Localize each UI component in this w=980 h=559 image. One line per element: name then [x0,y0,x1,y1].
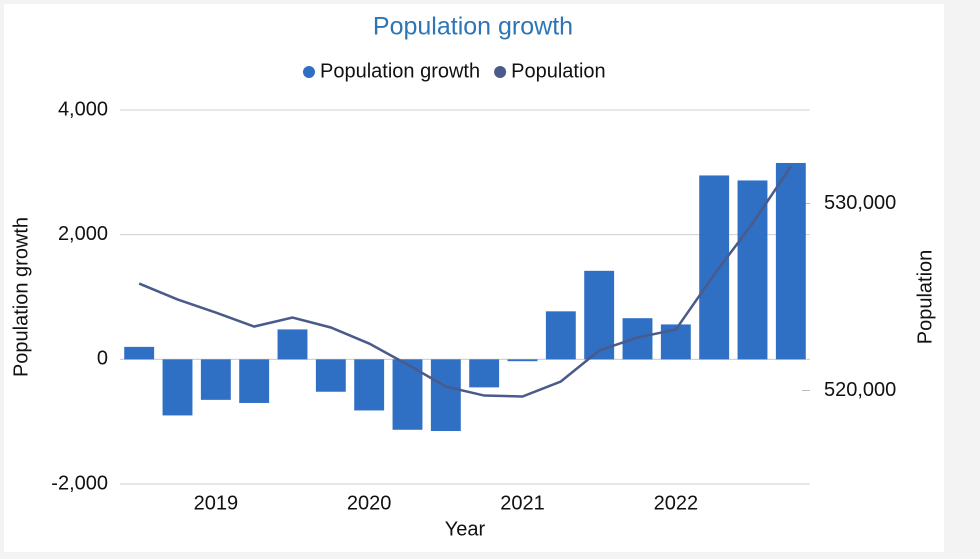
bar [239,359,270,403]
legend-marker [303,66,315,78]
x-tick-label: 2022 [654,492,699,514]
y-axis-title: Population growth [10,217,32,377]
bar [354,359,385,411]
x-tick-label: 2021 [500,492,545,514]
bar [430,359,461,432]
bar [162,359,193,416]
bar [469,359,500,388]
bar [584,270,615,360]
bar [124,346,155,360]
y2-axis-title: Population [914,250,936,345]
x-tick-label: 2020 [347,492,392,514]
y-tick-label: 4,000 [58,98,108,120]
bar [545,311,576,360]
y2-tick-label: 530,000 [824,192,896,214]
legend-marker [494,66,507,78]
bar [699,175,730,360]
bar [200,359,231,400]
bar [277,329,308,360]
legend-label: Population growth [320,60,480,82]
bar [507,359,538,362]
x-axis-title: Year [445,518,486,540]
y-tick-label: -2,000 [51,472,108,494]
bar [775,162,806,360]
y-tick-label: 0 [97,348,108,370]
y-tick-label: 2,000 [58,223,108,245]
bar [315,359,346,392]
y2-tick-label: 520,000 [824,379,896,401]
x-tick-label: 2019 [194,492,239,514]
legend-label: Population [511,60,606,82]
line [138,165,792,398]
chart-title: Population growth [373,13,573,41]
